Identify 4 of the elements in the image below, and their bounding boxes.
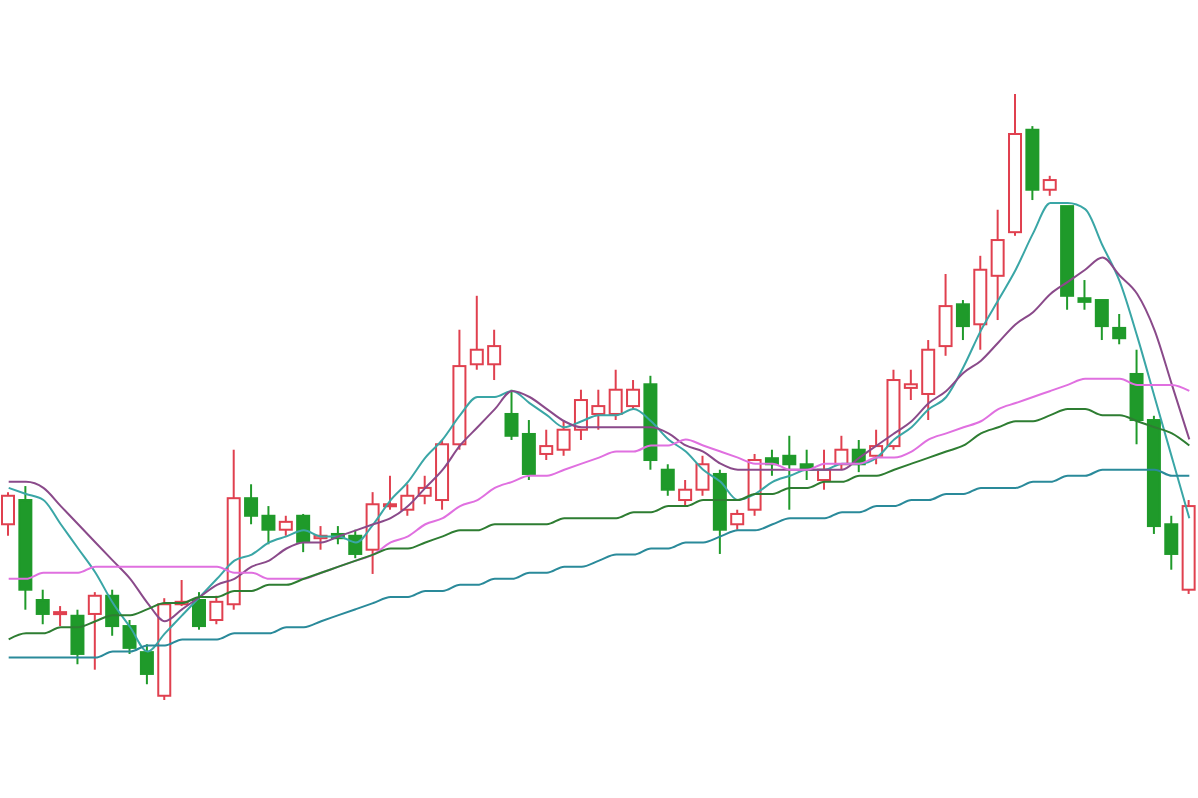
candlestick bbox=[990, 208, 1005, 322]
candlestick bbox=[973, 254, 988, 351]
candlestick bbox=[226, 448, 241, 611]
candlestick bbox=[938, 272, 953, 357]
